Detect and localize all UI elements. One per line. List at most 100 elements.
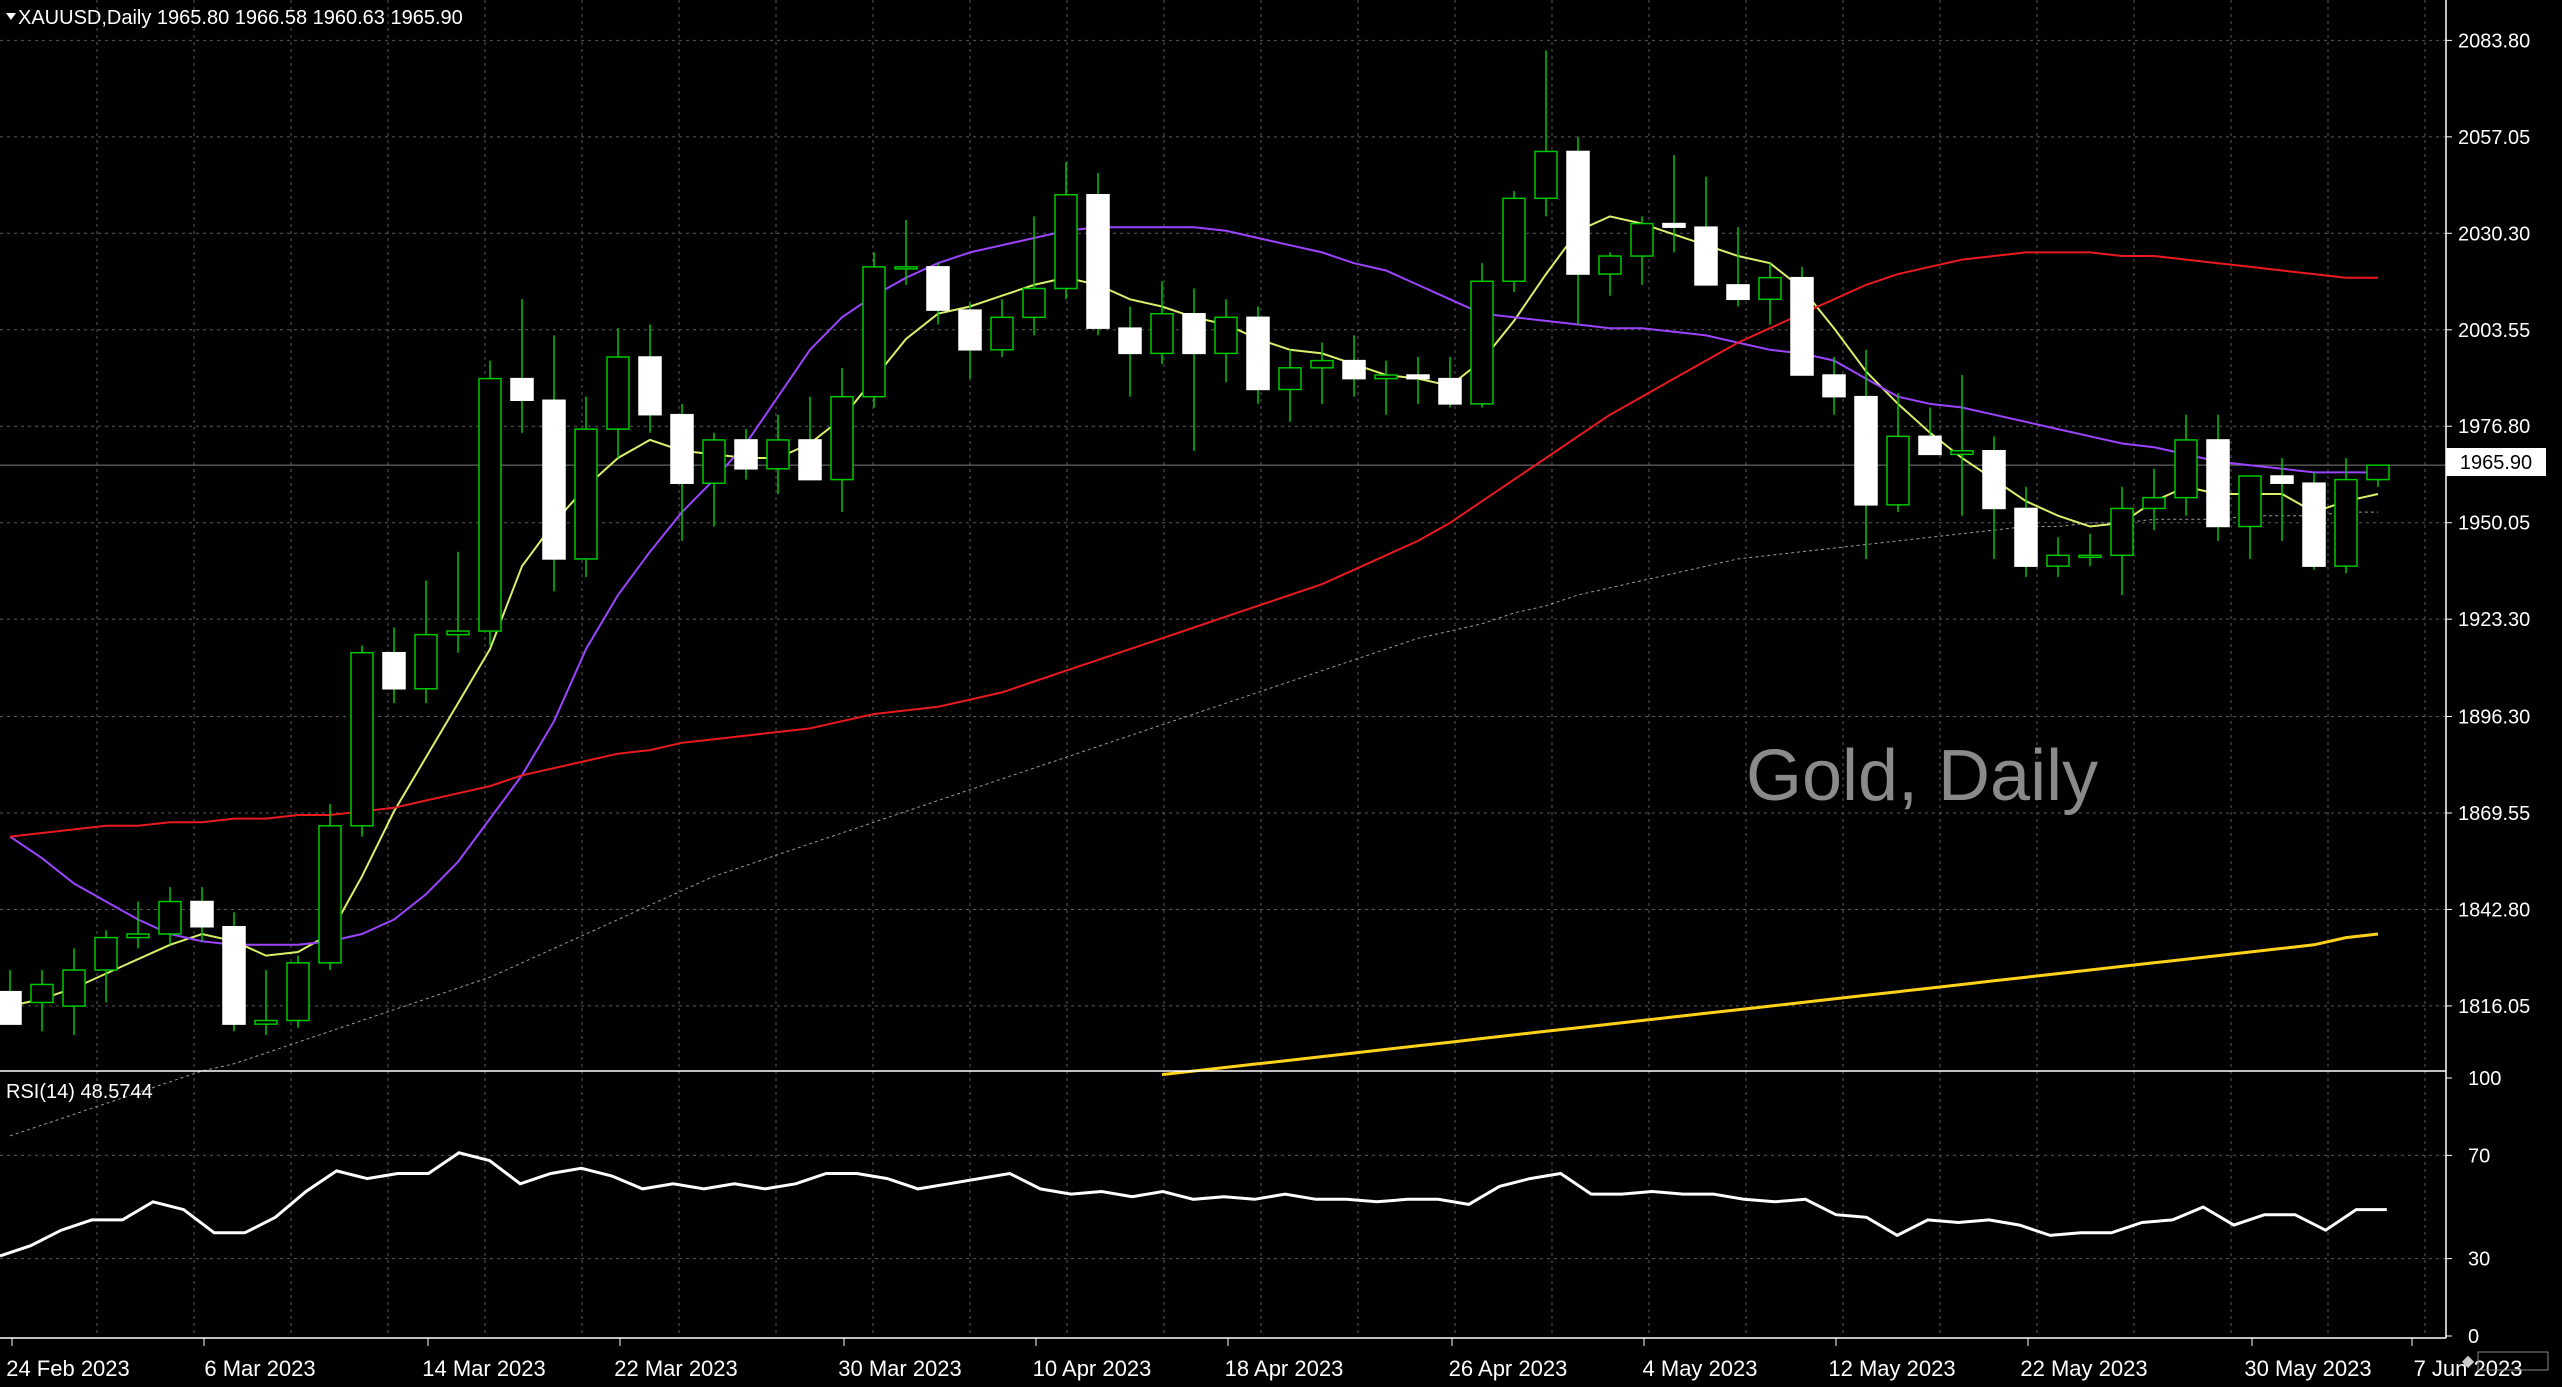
y-tick-label: 1950.05 [2458,513,2530,535]
bear-candle-body [2270,475,2294,484]
candle [478,360,502,646]
candle [1214,299,1238,383]
bear-candle-body [638,356,662,416]
candle [638,324,662,433]
candle [1310,342,1334,404]
bull-candle-body [1150,312,1174,355]
candle [222,912,246,1032]
bear-candle-body [190,900,214,928]
bull-candle-body [1214,316,1238,355]
rsi-panel [0,1151,2387,1258]
bull-candle-body [990,316,1014,351]
bear-candle-body [2206,439,2230,528]
bull-candle-body [1470,280,1494,405]
candle [894,219,918,285]
bear-candle-body [2302,482,2326,567]
bear-candle-body [734,439,758,470]
candle [1374,360,1398,415]
candle [382,627,406,704]
bear-candle-body [382,651,406,690]
bull-candle-body [318,825,342,964]
bear-candle-body [1790,276,1814,376]
x-tick-label: 14 Mar 2023 [422,1356,546,1381]
bull-candle-body [1534,150,1558,200]
bear-candle-body [1086,193,1110,329]
bear-candle-body [1438,377,1462,405]
bear-candle-body [798,439,822,481]
candlestick-series [0,50,2390,1035]
bear-candle-body [1694,226,1718,286]
candle [2174,414,2198,516]
candle [2110,486,2134,595]
bull-candle-body [286,962,310,1022]
candle [0,970,22,1025]
candle [1758,263,1782,325]
bull-candle-body [2238,475,2262,528]
candle [574,396,598,577]
rsi-line [0,1151,2387,1258]
candle [1598,252,1622,296]
current-price-tag: 1965.90 [2446,448,2546,476]
bear-candle-body [1982,450,2006,510]
candle [1470,263,1494,408]
y-tick-label: 1896.30 [2458,707,2530,729]
ma-line-ma-long [9,511,2378,1137]
x-tick-label: 26 Apr 2023 [1449,1356,1568,1381]
candle [862,252,886,408]
y-tick-label: 2057.05 [2458,127,2530,149]
candle [1918,407,1942,456]
bull-candle-body [894,266,918,270]
candle [702,432,726,527]
bull-candle-body [1374,374,1398,380]
y-tick-label: 1816.05 [2458,996,2530,1018]
bull-candle-body [446,630,470,636]
ma-line-ma-slow [9,251,2378,838]
y-tick-label: 1869.55 [2458,803,2530,825]
candle [1982,436,2006,559]
candle [190,887,214,942]
bull-candle-body [94,936,118,971]
candle [1822,357,1846,415]
candle [734,429,758,480]
candle [1022,216,1046,336]
bull-candle-body [126,933,150,939]
bull-candle-body [62,969,86,1007]
svg-text:◆: ◆ [2462,1353,2475,1370]
candle [1502,191,1526,293]
candle [1246,306,1270,404]
bear-candle-body [542,399,566,560]
ma-line-ma-medium [9,226,2378,946]
bull-candle-body [254,1019,278,1025]
x-tick-label: 6 Mar 2023 [204,1356,315,1381]
y-tick-label: 2083.80 [2458,30,2530,52]
collapse-triangle-icon[interactable] [6,13,16,20]
candle [1150,281,1174,365]
bull-candle-body [2046,554,2070,567]
bear-candle-body [1662,222,1686,228]
candle [958,302,982,379]
bull-candle-body [1630,222,1654,257]
bull-candle-body [1886,435,1910,506]
ma-line-ma-trend [1161,932,2379,1077]
candle [286,955,310,1028]
candle [830,367,854,513]
bull-candle-body [2110,507,2134,557]
candle [1726,227,1750,307]
candle [2046,537,2070,577]
rsi-tick-label: 70 [2468,1145,2490,1167]
candle [2366,464,2390,487]
candle [1182,288,1206,451]
bull-candle-body [1598,255,1622,275]
candle [158,887,182,945]
bull-candle-body [702,439,726,484]
candle [2014,486,2038,577]
x-tick-label: 10 Apr 2023 [1033,1356,1152,1381]
candle [2238,475,2262,559]
x-tick-label: 7 Jun 2023 [2414,1356,2523,1381]
candle [414,580,438,704]
bull-candle-body [830,395,854,481]
bull-candle-body [574,428,598,560]
candle [30,970,54,1032]
x-tick-label: 22 Mar 2023 [614,1356,738,1381]
